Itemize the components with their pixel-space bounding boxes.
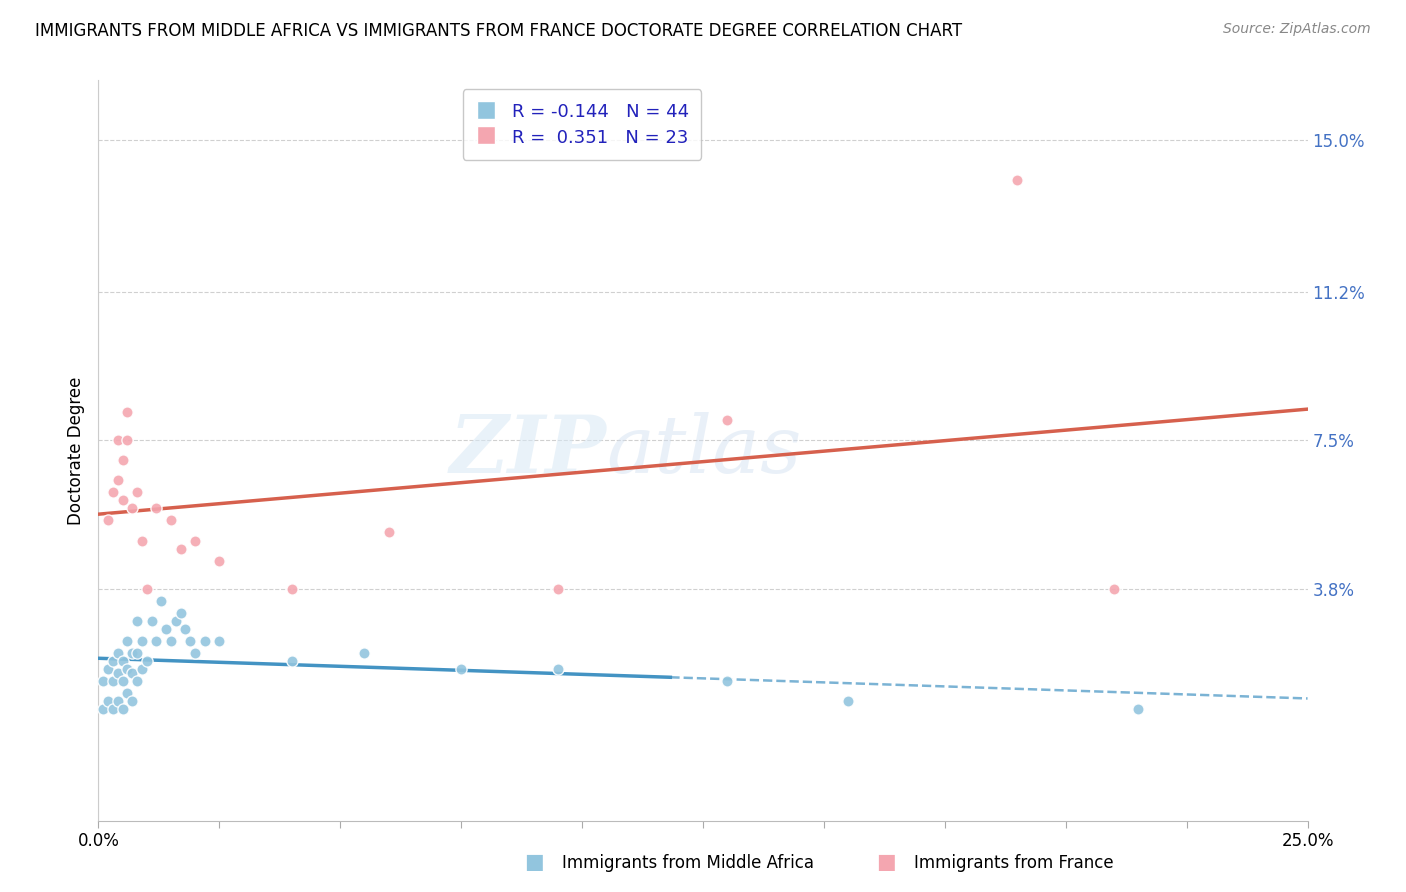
Point [127, 485, 149, 500]
Point [121, 501, 143, 516]
Y-axis label: Doctorate Degree: Doctorate Degree [66, 376, 84, 524]
Point [281, 582, 304, 596]
Point [716, 673, 738, 688]
Point [169, 541, 191, 556]
Point [208, 553, 231, 567]
Point [101, 701, 124, 715]
Point [145, 501, 167, 516]
Text: ZIP: ZIP [450, 412, 606, 489]
Point [111, 654, 134, 668]
Point [111, 673, 134, 688]
Legend: R = -0.144   N = 44, R =  0.351   N = 23: R = -0.144 N = 44, R = 0.351 N = 23 [463, 89, 702, 160]
Point [117, 662, 139, 676]
Point [117, 685, 139, 699]
Point [111, 701, 134, 715]
Point [107, 474, 129, 488]
Point [179, 633, 201, 648]
Text: IMMIGRANTS FROM MIDDLE AFRICA VS IMMIGRANTS FROM FRANCE DOCTORATE DEGREE CORRELA: IMMIGRANTS FROM MIDDLE AFRICA VS IMMIGRA… [35, 22, 962, 40]
Point [97, 693, 120, 707]
Point [121, 665, 143, 680]
Point [127, 614, 149, 628]
Point [117, 434, 139, 448]
Point [91, 701, 114, 715]
Point [127, 646, 149, 660]
Text: ■: ■ [876, 853, 896, 872]
Point [184, 646, 207, 660]
Point [121, 646, 143, 660]
Point [135, 582, 157, 596]
Point [1102, 582, 1125, 596]
Point [450, 662, 472, 676]
Point [97, 514, 120, 528]
Text: Immigrants from France: Immigrants from France [914, 855, 1114, 872]
Point [111, 493, 134, 508]
Point [353, 646, 375, 660]
Point [169, 606, 191, 620]
Point [1007, 173, 1029, 187]
Point [1128, 701, 1150, 715]
Point [837, 693, 859, 707]
Point [160, 514, 183, 528]
Point [145, 633, 167, 648]
Text: atlas: atlas [606, 412, 801, 489]
Point [127, 673, 149, 688]
Point [101, 654, 124, 668]
Point [121, 693, 143, 707]
Point [97, 662, 120, 676]
Point [547, 662, 569, 676]
Point [117, 405, 139, 419]
Text: Immigrants from Middle Africa: Immigrants from Middle Africa [562, 855, 814, 872]
Point [111, 453, 134, 467]
Point [165, 614, 187, 628]
Point [101, 673, 124, 688]
Point [160, 633, 183, 648]
Point [716, 413, 738, 427]
Point [117, 633, 139, 648]
Point [107, 693, 129, 707]
Point [547, 582, 569, 596]
Point [91, 673, 114, 688]
Point [281, 654, 304, 668]
Point [155, 622, 177, 636]
Point [101, 485, 124, 500]
Point [107, 646, 129, 660]
Point [174, 622, 197, 636]
Point [131, 633, 153, 648]
Point [184, 533, 207, 548]
Point [131, 662, 153, 676]
Point [131, 533, 153, 548]
Point [135, 654, 157, 668]
Text: ■: ■ [524, 853, 544, 872]
Point [377, 525, 399, 540]
Point [107, 434, 129, 448]
Point [208, 633, 231, 648]
Point [194, 633, 217, 648]
Point [107, 665, 129, 680]
Point [141, 614, 163, 628]
Text: Source: ZipAtlas.com: Source: ZipAtlas.com [1223, 22, 1371, 37]
Point [150, 593, 173, 607]
